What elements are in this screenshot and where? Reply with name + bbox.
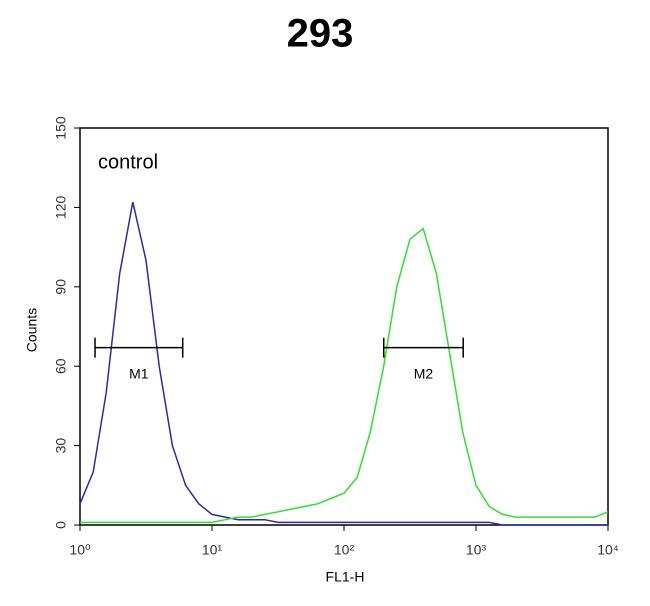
y-tick-label: 30 [53,438,69,454]
y-axis-label: Counts [24,308,40,352]
plot-frame [79,127,609,526]
series-line [79,201,608,526]
x-axis-label: FL1-H [326,569,365,585]
x-tick-label: 10⁰ [69,542,91,558]
y-tick-label: 60 [53,358,69,374]
chart-title: 293 [287,12,354,56]
x-tick-label: 10⁴ [597,542,619,558]
y-tick-label: 90 [53,279,69,295]
series-line [80,227,609,524]
x-tick-label: 10¹ [202,542,223,558]
x-tick-label: 10³ [466,542,487,558]
y-tick-label: 120 [53,196,69,220]
marker-label: M1 [129,365,149,381]
x-tick-label: 10² [334,542,355,558]
annotation: control [98,151,158,173]
y-tick-label: 150 [53,116,69,140]
y-tick-label: 0 [53,521,69,529]
marker-label: M2 [414,365,434,381]
